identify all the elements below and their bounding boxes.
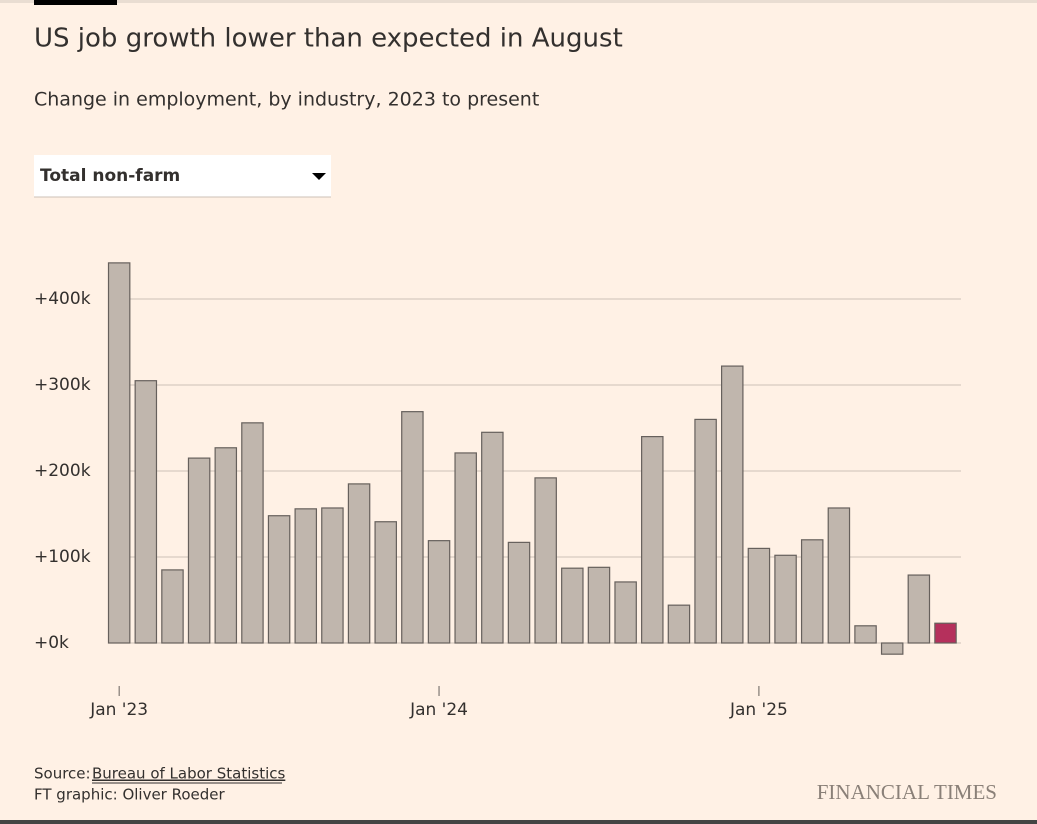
dropdown[interactable]: Total non-farm xyxy=(34,155,331,198)
bar xyxy=(241,422,264,644)
bar xyxy=(534,477,557,644)
bar xyxy=(161,569,184,644)
bar xyxy=(561,567,584,644)
bar xyxy=(694,418,717,644)
bar xyxy=(427,540,451,644)
chart-subtitle: Change in employment, by industry, 2023 … xyxy=(34,89,539,111)
y-tick-label: +100k xyxy=(34,547,91,567)
bar xyxy=(747,547,771,644)
bar xyxy=(107,262,131,644)
bar xyxy=(134,380,158,644)
dropdown-box[interactable] xyxy=(34,155,331,197)
bar xyxy=(907,574,931,644)
bar xyxy=(454,452,477,644)
dropdown-arrow[interactable] xyxy=(312,173,326,180)
bar xyxy=(267,515,291,644)
bar xyxy=(321,507,344,644)
top-edge xyxy=(0,0,1037,3)
chart-title: US job growth lower than expected in Aug… xyxy=(34,24,623,54)
bar xyxy=(667,604,691,644)
y-tick-label: +400k xyxy=(34,289,91,309)
bar xyxy=(294,508,318,644)
y-tick-label: +0k xyxy=(34,633,69,653)
bar xyxy=(187,457,211,644)
top-bar xyxy=(34,0,117,5)
source-link[interactable]: Bureau of Labor Statistics xyxy=(92,765,285,783)
bar xyxy=(374,521,397,644)
x-tick-label: Jan '25 xyxy=(729,700,788,720)
y-tick-label: +200k xyxy=(34,461,91,481)
dropdown-label[interactable]: Total non-farm xyxy=(40,166,180,186)
bottom-edge xyxy=(0,820,1037,824)
bar xyxy=(774,554,797,644)
bar xyxy=(641,436,664,644)
source-prefix: Source: xyxy=(34,765,91,783)
credit: FT graphic: Oliver Roeder xyxy=(34,786,226,804)
bar xyxy=(214,447,238,644)
bar xyxy=(347,483,371,644)
bar xyxy=(880,642,904,655)
bar xyxy=(827,507,851,644)
bar xyxy=(587,566,611,644)
bar xyxy=(854,625,877,644)
bar xyxy=(481,431,504,644)
y-tick-label: +300k xyxy=(34,375,91,395)
bar xyxy=(401,411,424,644)
brand-logo: FINANCIAL TIMES xyxy=(817,780,997,804)
bar xyxy=(720,365,744,644)
bar xyxy=(614,581,637,644)
x-tick-label: Jan '24 xyxy=(409,700,468,720)
bar xyxy=(507,541,531,644)
bar xyxy=(934,622,957,644)
x-tick-label: Jan '23 xyxy=(89,700,148,720)
bar xyxy=(800,539,824,644)
